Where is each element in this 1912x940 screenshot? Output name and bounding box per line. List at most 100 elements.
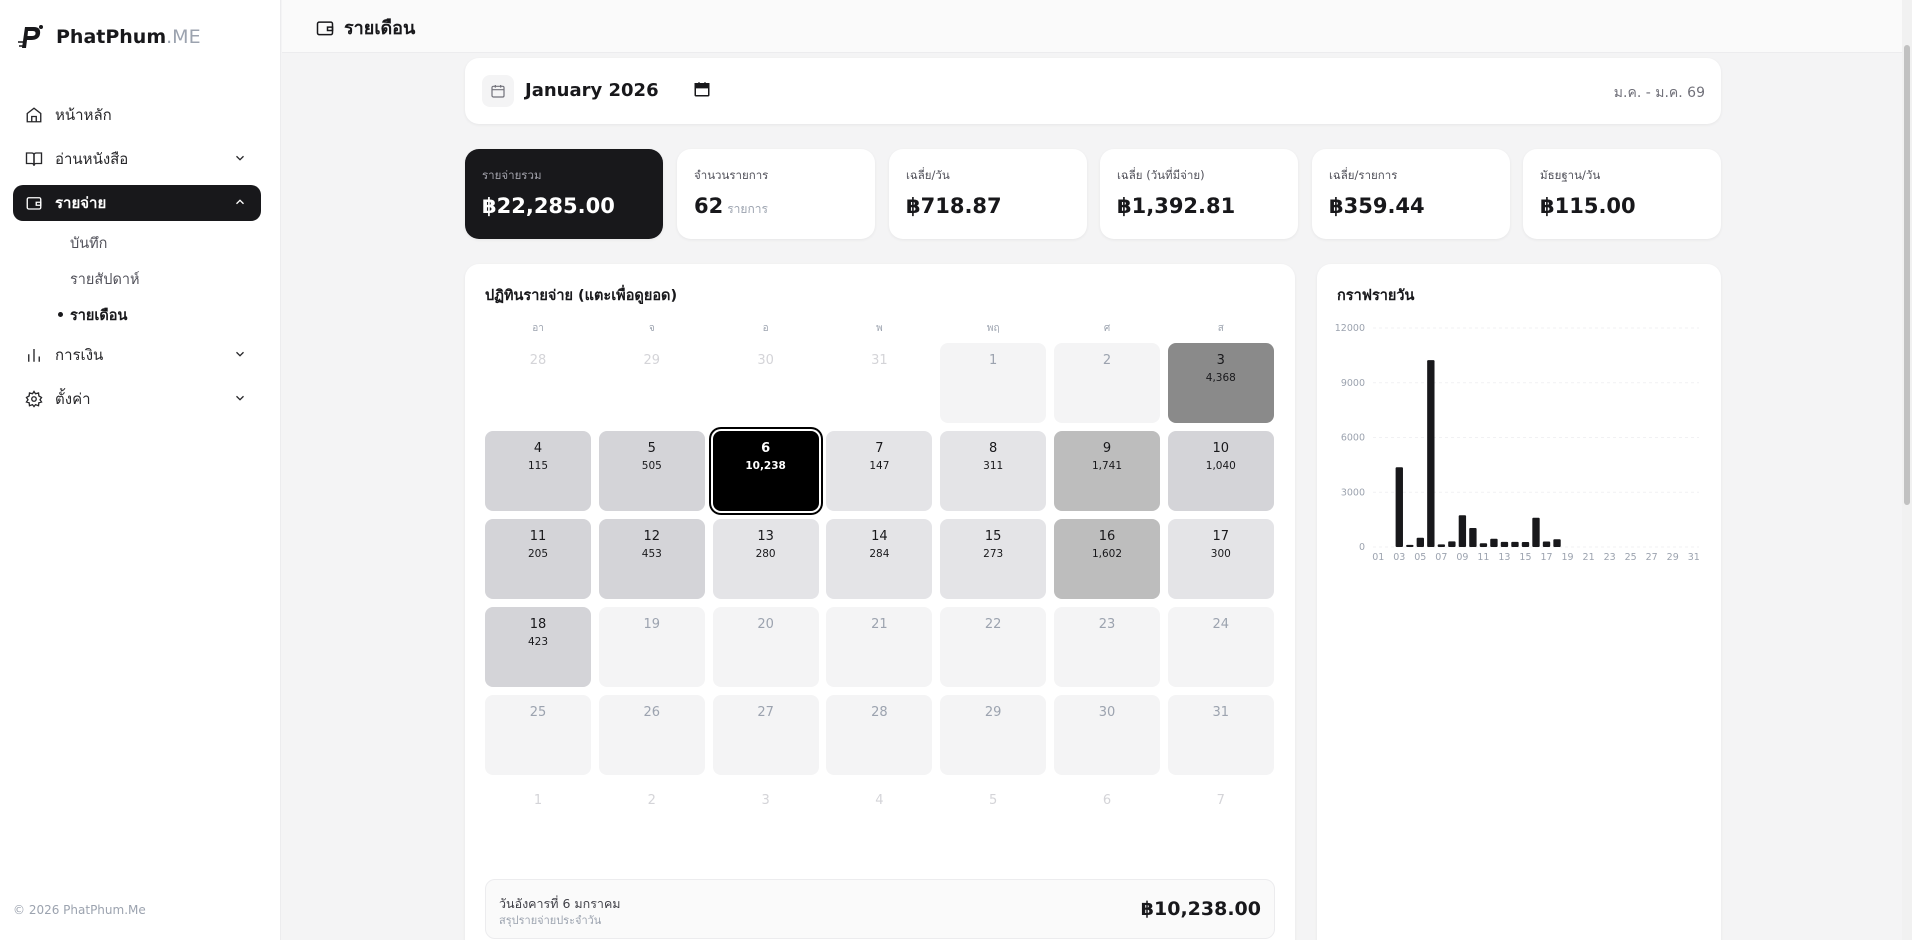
calendar-day[interactable]: 24 <box>1167 607 1274 687</box>
calendar-day[interactable]: 9 1,741 <box>1054 431 1160 511</box>
calendar-day[interactable]: 28 <box>826 695 933 775</box>
calendar-day[interactable]: 29 <box>940 695 1047 775</box>
bar[interactable] <box>1427 360 1435 547</box>
scrollbar[interactable] <box>1902 0 1912 940</box>
calendar-day[interactable]: 7 147 <box>826 431 933 511</box>
day-number: 30 <box>757 353 774 368</box>
day-number: 12 <box>643 529 661 544</box>
sidebar-item-finance[interactable]: การเงิน <box>13 337 261 373</box>
bar[interactable] <box>1406 544 1414 547</box>
day-amount: 1,040 <box>1205 460 1236 472</box>
day-number: 1 <box>989 353 998 368</box>
scrollbar-thumb[interactable] <box>1904 45 1910 505</box>
calendar-day[interactable]: 14 284 <box>826 519 933 599</box>
day-amount: 1,602 <box>1091 548 1123 560</box>
stat-value: ฿22,285.00 <box>482 194 615 218</box>
day-number: 8 <box>989 441 998 456</box>
calendar-day[interactable]: 16 1,602 <box>1054 519 1160 599</box>
bar[interactable] <box>1542 541 1551 547</box>
calendar-day[interactable]: 3 4,368 <box>1167 343 1274 423</box>
calendar-day[interactable]: 6 10,238 <box>712 431 819 511</box>
calendar-day[interactable]: 13 280 <box>712 519 819 599</box>
calendar-day[interactable]: 1 <box>940 343 1047 423</box>
sidebar-item-expenses[interactable]: รายจ่าย <box>13 185 261 221</box>
day-number: 31 <box>871 353 888 368</box>
calendar-day[interactable]: 20 <box>712 607 819 687</box>
calendar-day[interactable]: 8 311 <box>940 431 1047 511</box>
bar[interactable] <box>1469 528 1477 547</box>
day-amount: 273 <box>983 548 1004 560</box>
calendar-day[interactable]: 10 1,040 <box>1167 431 1274 511</box>
y-tick-label: 3000 <box>1341 487 1365 498</box>
graph-title: กราฟรายวัน <box>1337 288 1415 304</box>
day-number: 5 <box>989 793 998 808</box>
calendar-picker-icon[interactable] <box>693 80 711 98</box>
calendar-day[interactable]: 12 453 <box>598 519 705 599</box>
sidebar-item-label: อ่านหนังสือ <box>55 150 129 168</box>
calendar-day[interactable]: 22 <box>940 607 1047 687</box>
daily-bar-chart: 12000 9000 6000 3000 0 01 03 05 07 09 11 13 15 17 19 21… <box>1335 323 1700 563</box>
top-bar: รายเดือน <box>282 0 1912 53</box>
brand-suffix: .ME <box>166 26 201 48</box>
month-input[interactable]: January 2026 <box>525 80 659 101</box>
logo-icon <box>18 25 43 48</box>
calendar-day[interactable]: 11 205 <box>485 519 591 599</box>
day-number: 18 <box>529 617 547 632</box>
bar[interactable] <box>1553 539 1561 547</box>
bar[interactable] <box>1437 544 1446 547</box>
sidebar-item-reading[interactable]: อ่านหนังสือ <box>13 141 261 177</box>
bar[interactable] <box>1395 467 1403 547</box>
bar[interactable] <box>1521 542 1530 547</box>
weekday-header: ส <box>1217 323 1224 334</box>
day-number: 17 <box>1212 529 1230 544</box>
calendar-day[interactable]: 15 273 <box>940 519 1047 599</box>
day-number: 7 <box>875 441 884 456</box>
x-tick-label: 03 <box>1393 552 1405 563</box>
chevron-down-icon <box>236 155 244 161</box>
bar[interactable] <box>1490 538 1498 547</box>
sidebar-subitem-weekly[interactable]: รายสัปดาห์ <box>70 272 140 288</box>
day-amount: 205 <box>527 548 549 560</box>
stat-label: รายจ่ายรวม <box>482 168 542 182</box>
sidebar-subitem-monthly[interactable]: รายเดือน <box>57 304 127 327</box>
sidebar-subitem-record[interactable]: บันทึก <box>70 236 108 252</box>
calendar-day[interactable]: 30 <box>1054 695 1160 775</box>
calendar-day[interactable]: 18 423 <box>485 607 591 687</box>
bar[interactable] <box>1458 515 1467 547</box>
bar[interactable] <box>1500 541 1509 547</box>
bar[interactable] <box>1532 517 1540 547</box>
day-number: 11 <box>529 529 547 544</box>
stat-unit: รายการ <box>727 202 768 216</box>
sidebar-item-settings[interactable]: ตั้งค่า <box>13 381 261 417</box>
calendar-day[interactable]: 21 <box>826 607 933 687</box>
calendar-day[interactable]: 23 <box>1054 607 1160 687</box>
calendar-day[interactable]: 27 <box>712 695 819 775</box>
calendar-day-outside: 5 <box>940 783 1046 863</box>
calendar-day[interactable]: 31 <box>1167 695 1274 775</box>
calendar-day[interactable]: 5 505 <box>598 431 705 511</box>
bar[interactable] <box>1479 543 1488 547</box>
calendar-day-outside: 30 <box>713 343 819 423</box>
stat-card-median: มัธยฐาน/วัน ฿115.00 <box>1523 149 1721 239</box>
stat-card-total: รายจ่ายรวม ฿22,285.00 <box>465 149 663 239</box>
x-tick-label: 27 <box>1646 552 1658 563</box>
calendar-day-outside: 3 <box>713 783 819 863</box>
calendar-day[interactable]: 2 <box>1054 343 1160 423</box>
bar[interactable] <box>1448 541 1456 547</box>
calendar-title: ปฏิทินรายจ่าย (แตะเพื่อดูยอด) <box>485 288 678 304</box>
bar[interactable] <box>1511 541 1519 547</box>
day-number: 6 <box>761 441 771 456</box>
calendar-day[interactable]: 17 300 <box>1167 519 1274 599</box>
calendar-day[interactable]: 26 <box>598 695 705 775</box>
calendar-day[interactable]: 25 <box>485 695 591 775</box>
day-amount: 423 <box>527 636 549 648</box>
x-tick-label: 31 <box>1688 552 1700 563</box>
x-tick-label: 21 <box>1583 552 1595 563</box>
calendar-day[interactable]: 4 115 <box>485 431 591 511</box>
calendar-day[interactable]: 19 <box>598 607 705 687</box>
sidebar-item-home[interactable]: หน้าหลัก <box>13 97 261 133</box>
bar[interactable] <box>1416 537 1425 547</box>
day-summary-title: วันอังคารที่ 6 มกราคม <box>499 896 621 911</box>
brand[interactable]: PhatPhum.ME <box>16 22 201 52</box>
day-number: 24 <box>1212 617 1230 632</box>
